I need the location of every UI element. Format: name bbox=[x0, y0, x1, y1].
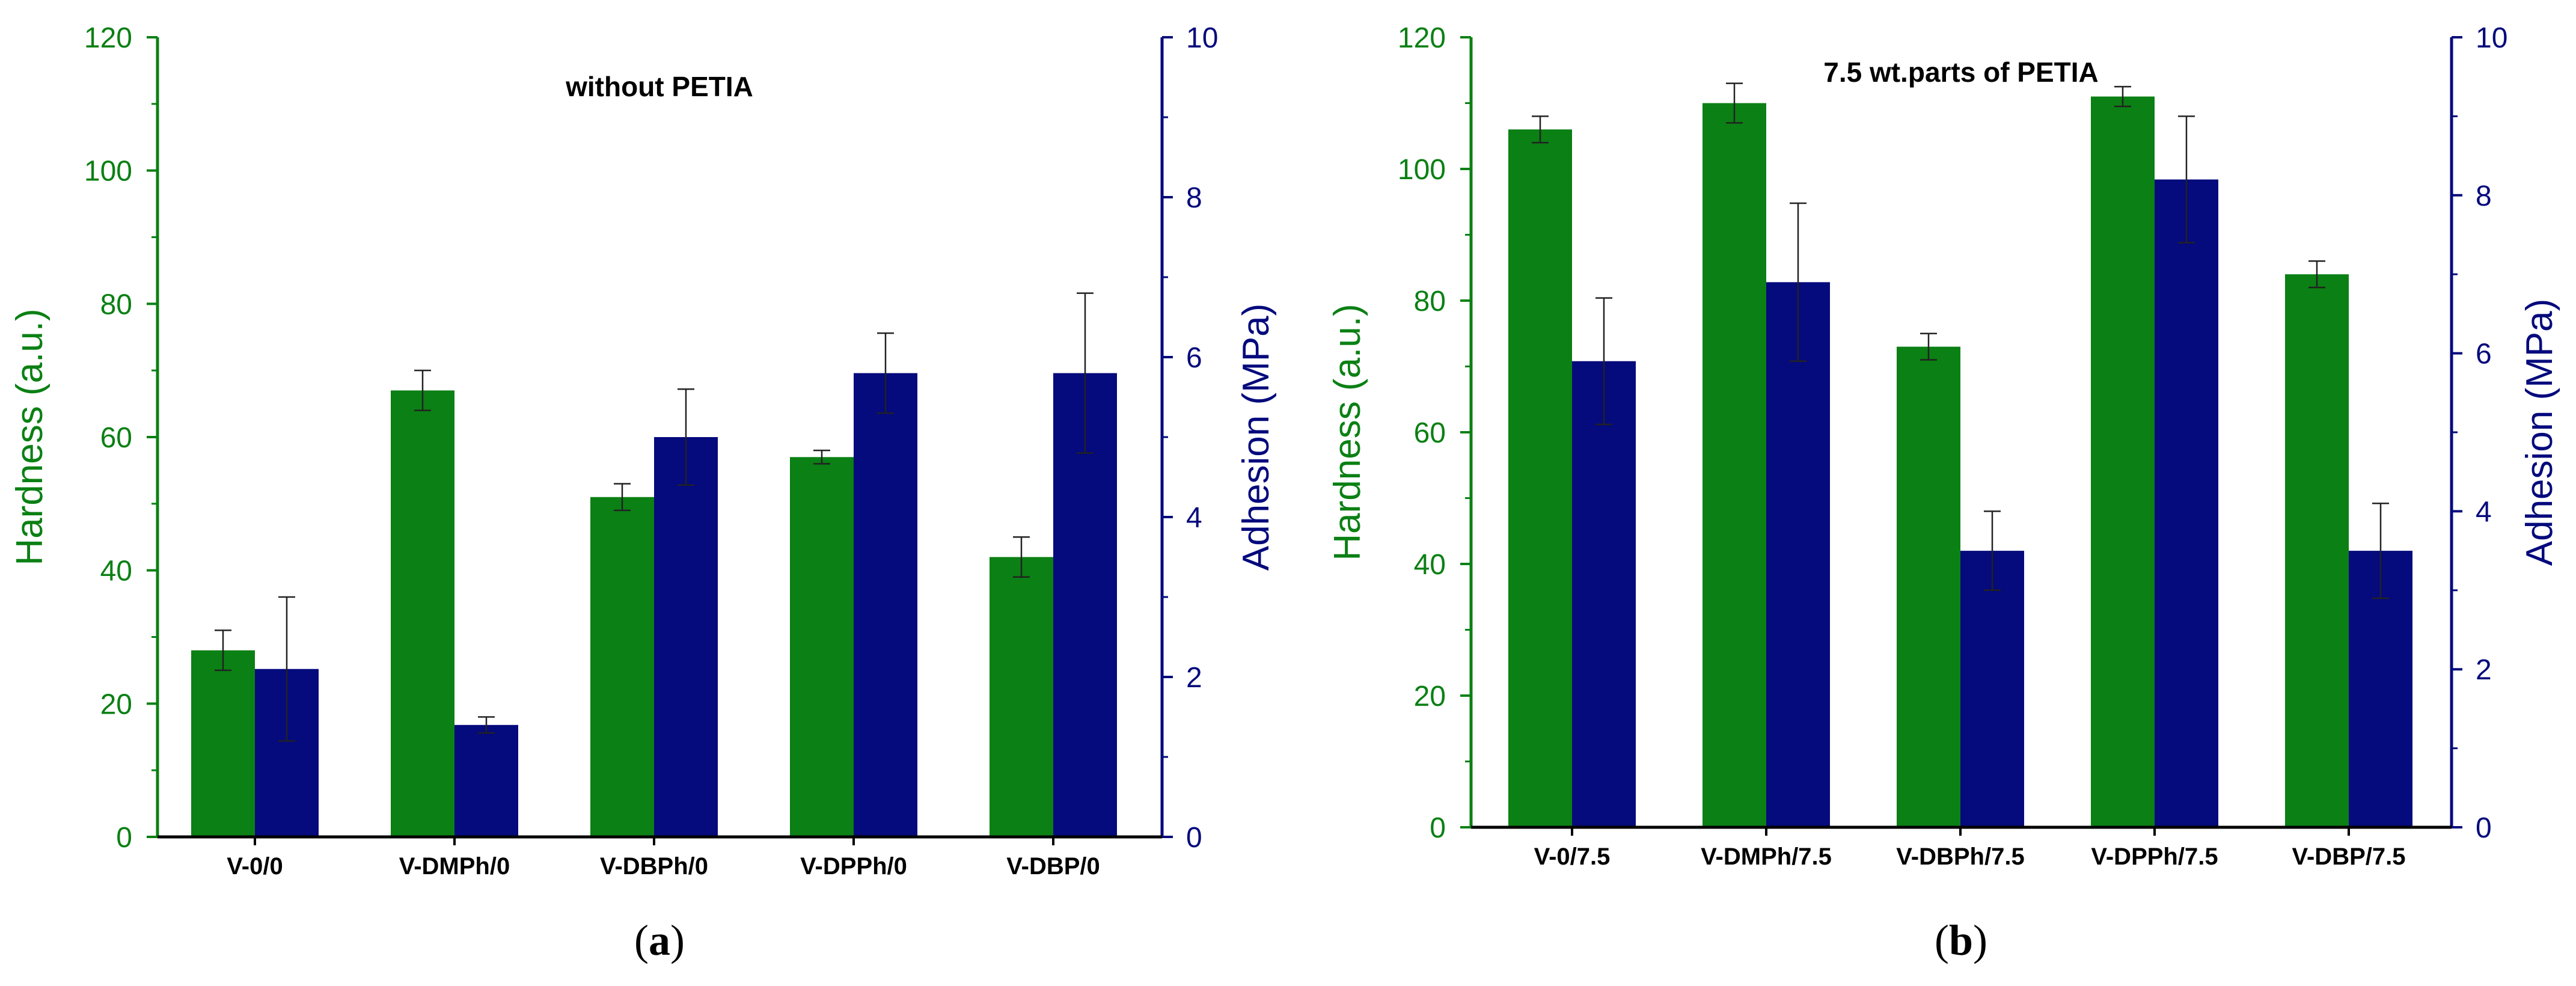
panel-b-ytick-right-label: 4 bbox=[2476, 496, 2492, 528]
panel-a-errorbar-adhesion-1 bbox=[478, 716, 495, 734]
panel-b-caption-letter: b bbox=[1949, 916, 1973, 964]
panel-b-errorbar-hardness-3 bbox=[2114, 85, 2131, 108]
panel-a-errorbar-hardness-1 bbox=[414, 369, 431, 411]
panel-b-ytick-right-label: 2 bbox=[2476, 654, 2492, 686]
panel-b-bars bbox=[1508, 96, 2412, 828]
panel-a-ytick-left-label: 80 bbox=[100, 289, 132, 320]
panel-b-ytick-right-label: 8 bbox=[2476, 180, 2492, 212]
panel-b-ytick-left-label: 40 bbox=[1414, 549, 1446, 581]
panel-b-errorbar-hardness-4 bbox=[2308, 260, 2325, 289]
panel-a-xtick-label: V-DBP/0 bbox=[1006, 853, 1100, 880]
panel-b-caption: (b) bbox=[1935, 916, 1987, 964]
panel-b-bar-hardness-0 bbox=[1508, 129, 1572, 827]
panel-a-xtick-label: V-DMPh/0 bbox=[399, 853, 510, 880]
panel-a-ytick-right-label: 0 bbox=[1186, 822, 1202, 854]
panel-a-errorbar-hardness-4 bbox=[1013, 536, 1030, 578]
panel-b-errorbar-adhesion-4 bbox=[2372, 503, 2389, 599]
panel-b-errorbar-hardness-1 bbox=[1726, 82, 1743, 124]
panel-a-xtick-label: V-DPPh/0 bbox=[800, 853, 907, 880]
panel-a-bar-hardness-4 bbox=[990, 557, 1053, 837]
panel-a-title: without PETIA bbox=[565, 71, 753, 102]
panel-a-ylabel-right: Adhesion (MPa) bbox=[1235, 304, 1277, 571]
panel-a-bar-adhesion-3 bbox=[854, 373, 917, 837]
panel-a-errorbar-adhesion-4 bbox=[1077, 292, 1094, 454]
panel-b-axes: V-0/7.5 V-DMPh/7.5 V-DBPh/7.5 V-DPPh/7.5 V-D… bbox=[1398, 22, 2507, 870]
panel-b-xtick-label: V-0/7.5 bbox=[1534, 844, 1611, 870]
panel-b-xtick-label: V-DPPh/7.5 bbox=[2091, 844, 2218, 870]
panel-a-ytick-left-label: 60 bbox=[100, 422, 132, 454]
panel-b-errorbar-hardness-2 bbox=[1920, 332, 1937, 361]
panel-a-ytick-right-label: 4 bbox=[1186, 502, 1202, 534]
panel-a-ytick-right-label: 6 bbox=[1186, 342, 1202, 374]
panel-a-xtick-label: V-DBPh/0 bbox=[600, 853, 708, 880]
panel-a-bar-hardness-3 bbox=[790, 457, 854, 837]
panel-a-ytick-left-label: 100 bbox=[84, 156, 132, 188]
panel-b-ytick-left-label: 100 bbox=[1398, 154, 1446, 186]
panel-a-errorbar-hardness-3 bbox=[813, 449, 830, 465]
panel-b-xtick-label: V-DBPh/7.5 bbox=[1896, 844, 2024, 870]
panel-b-bar-hardness-3 bbox=[2091, 96, 2155, 827]
panel-a-errorbar-hardness-2 bbox=[614, 483, 631, 512]
panel-a-errorbar-adhesion-3 bbox=[877, 332, 894, 414]
panel-a-ytick-left-label: 120 bbox=[84, 22, 132, 54]
panel-a-axes: V-0/0 V-DMPh/0 V-DBPh/0 V-DPPh/0 V-DBP/00204… bbox=[84, 22, 1218, 880]
panel-a-ytick-left-label: 20 bbox=[100, 688, 132, 720]
panel-b-bar-adhesion-3 bbox=[2155, 179, 2218, 827]
panel-b-errorbar-adhesion-0 bbox=[1595, 297, 1612, 426]
panel-b-errorbar-hardness-0 bbox=[1532, 115, 1549, 144]
panel-a-error-bars bbox=[215, 292, 1094, 742]
panel-a-errorbar-hardness-0 bbox=[215, 629, 231, 672]
panel-b-bar-hardness-2 bbox=[1897, 346, 1960, 827]
panel-a-ytick-right-label: 2 bbox=[1186, 662, 1202, 694]
panel-a-ytick-left-label: 0 bbox=[116, 822, 132, 854]
panel-b-bar-adhesion-2 bbox=[1960, 551, 2024, 827]
panel-a-xtick-label: V-0/0 bbox=[227, 853, 283, 880]
panel-a-bar-hardness-0 bbox=[191, 650, 255, 837]
panel-a-ytick-left-label: 40 bbox=[100, 556, 132, 587]
panel-a-caption: (a) bbox=[634, 916, 685, 964]
panel-a-bar-hardness-1 bbox=[391, 390, 454, 837]
panel-b-ytick-right-label: 0 bbox=[2476, 812, 2492, 844]
panel-b-ylabel-left: Hardness (a.u.) bbox=[1327, 304, 1368, 560]
panel-b-xtick-label: V-DBP/7.5 bbox=[2292, 844, 2406, 870]
panel-a-bars bbox=[191, 373, 1117, 837]
panel-b-ytick-right-label: 6 bbox=[2476, 338, 2492, 370]
panel-b-ylabel-right: Adhesion (MPa) bbox=[2519, 299, 2560, 566]
panel-b-ytick-left-label: 60 bbox=[1414, 417, 1446, 449]
panel-a-bar-adhesion-2 bbox=[654, 437, 718, 837]
panel-b-ytick-left-label: 0 bbox=[1430, 812, 1446, 844]
panel-a-errorbar-adhesion-0 bbox=[278, 596, 295, 742]
panel-b: V-0/7.5 V-DMPh/7.5 V-DBPh/7.5 V-DPPh/7.5 V-D… bbox=[1327, 22, 2560, 964]
panel-b-ytick-left-label: 80 bbox=[1414, 286, 1446, 317]
panel-b-errorbar-adhesion-3 bbox=[2178, 115, 2195, 243]
panel-b-ytick-left-label: 20 bbox=[1414, 681, 1446, 712]
panel-b-errorbar-adhesion-2 bbox=[1984, 510, 2001, 592]
panel-a-caption-letter: a bbox=[649, 916, 670, 964]
panel-a-ytick-right-label: 8 bbox=[1186, 182, 1202, 214]
panel-a-bar-hardness-2 bbox=[590, 497, 654, 837]
panel-b-errorbar-adhesion-1 bbox=[1790, 202, 1807, 362]
panel-b-title: 7.5 wt.parts of PETIA bbox=[1823, 57, 2099, 88]
panel-a: V-0/0 V-DMPh/0 V-DBPh/0 V-DPPh/0 V-DBP/00204… bbox=[9, 22, 1277, 964]
panel-a-errorbar-adhesion-2 bbox=[678, 388, 694, 486]
panel-b-bar-adhesion-1 bbox=[1766, 282, 1830, 828]
panel-a-ytick-right-label: 10 bbox=[1186, 22, 1218, 54]
panel-b-bar-adhesion-0 bbox=[1572, 361, 1636, 827]
panel-a-bar-adhesion-1 bbox=[454, 724, 518, 837]
panel-b-error-bars bbox=[1532, 82, 2389, 599]
panel-b-xtick-label: V-DMPh/7.5 bbox=[1701, 844, 1832, 870]
panel-b-ytick-right-label: 10 bbox=[2476, 22, 2507, 54]
panel-b-bar-hardness-1 bbox=[1703, 103, 1766, 827]
panel-a-ylabel-left: Hardness (a.u.) bbox=[9, 308, 50, 565]
panel-b-bar-hardness-4 bbox=[2285, 274, 2349, 827]
panel-b-ytick-left-label: 120 bbox=[1398, 22, 1446, 54]
